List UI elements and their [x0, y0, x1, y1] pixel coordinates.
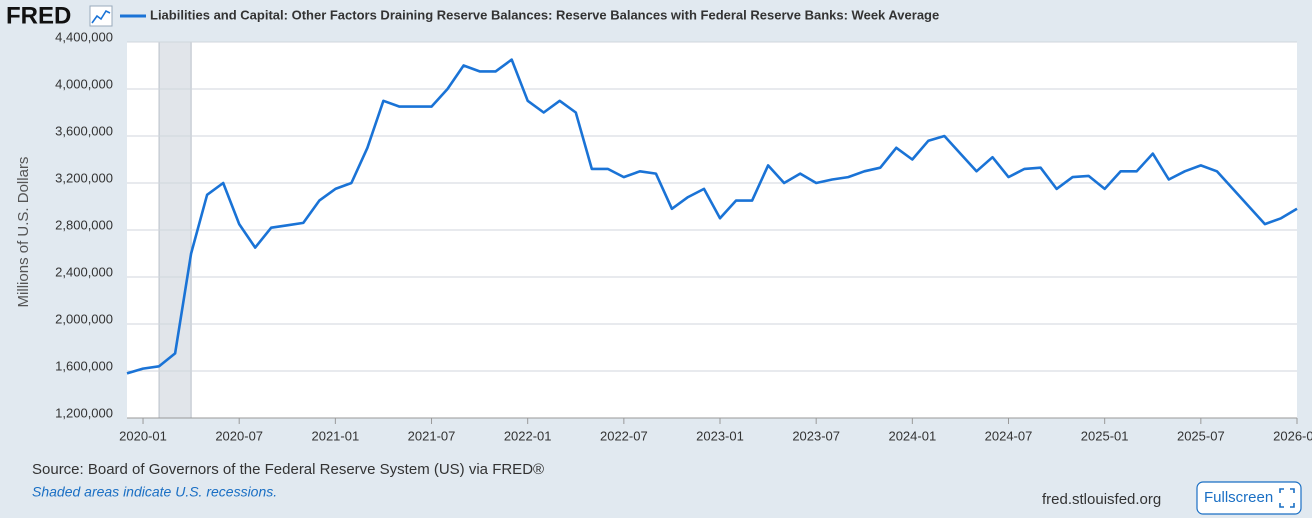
series-line	[126, 58, 1298, 375]
y-tick-label: 2,000,000	[55, 311, 113, 326]
x-tick-label: 2021-01	[311, 428, 359, 443]
button-frame[interactable]	[1196, 481, 1302, 515]
y-tick-label: 3,200,000	[55, 170, 113, 185]
x-tick-label: 2020-07	[215, 428, 263, 443]
x-tick-label: 2022-01	[504, 428, 552, 443]
fullscreen-button[interactable]: Fullscreen	[1196, 481, 1302, 515]
recession-note: Shaded areas indicate U.S. recessions.	[32, 484, 277, 500]
y-tick-label: 2,400,000	[55, 264, 113, 279]
source: Source: Board of Governors of the Federa…	[32, 461, 544, 478]
x-tick-label: 2024-07	[985, 428, 1033, 443]
x-tick-label: 2022-07	[600, 428, 648, 443]
x-tick-label: 2025-07	[1177, 428, 1225, 443]
y-tick-label: 1,200,000	[55, 405, 113, 420]
x-tick-label: 2023-07	[792, 428, 840, 443]
x-tick-label: 2023-01	[696, 428, 744, 443]
legend-label: Liabilities and Capital: Other Factors D…	[150, 7, 939, 22]
x-tick-label: 2026-01	[1273, 428, 1312, 443]
x-tick-label: 2024-01	[888, 428, 936, 443]
y-tick-label: 1,600,000	[55, 358, 113, 373]
url: fred.stlouisfed.org	[1042, 491, 1161, 508]
logo-icon	[89, 5, 113, 27]
y-axis-label: Millions of U.S. Dollars	[15, 157, 32, 308]
x-tick-label: 2020-01	[119, 428, 167, 443]
button-label[interactable]: Fullscreen	[1204, 489, 1273, 506]
fullscreen-icon[interactable]	[1279, 488, 1295, 508]
logo: FRED	[6, 2, 71, 29]
y-tick-label: 2,800,000	[55, 217, 113, 232]
x-tick-label: 2021-07	[408, 428, 456, 443]
y-tick-label: 4,400,000	[55, 29, 113, 44]
y-tick-label: 3,600,000	[55, 123, 113, 138]
y-tick-label: 4,000,000	[55, 76, 113, 91]
x-tick-label: 2025-01	[1081, 428, 1129, 443]
